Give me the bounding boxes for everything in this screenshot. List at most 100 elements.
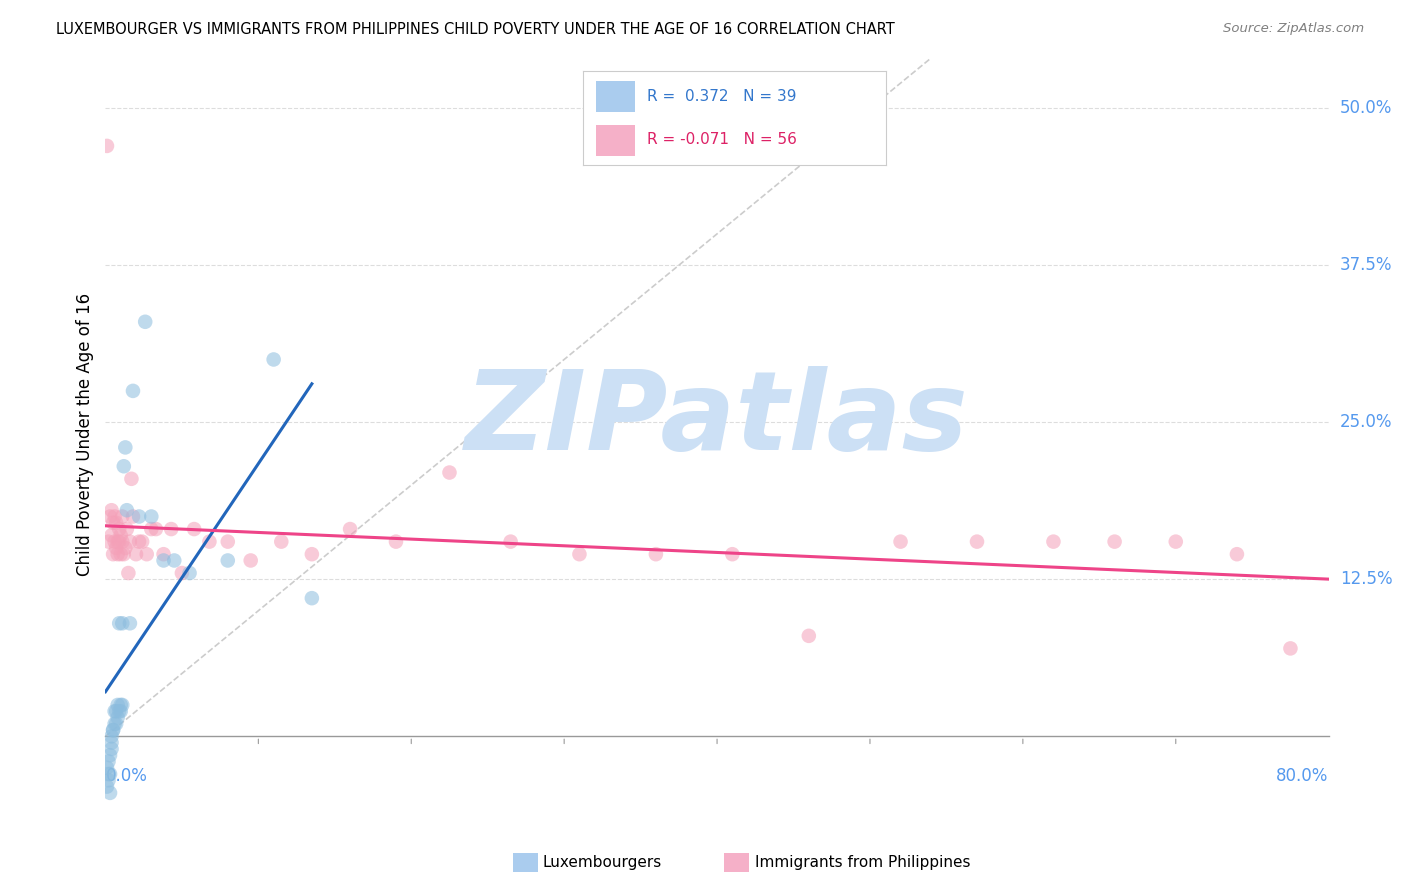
- Point: [134, 315, 156, 329]
- Point: [108, 616, 131, 631]
- Point: [170, 566, 193, 580]
- Point: [141, 522, 163, 536]
- Point: [183, 522, 205, 536]
- Point: [105, 541, 128, 555]
- Text: Source: ZipAtlas.com: Source: ZipAtlas.com: [1223, 22, 1364, 36]
- Point: [966, 534, 988, 549]
- Point: [115, 522, 138, 536]
- FancyBboxPatch shape: [596, 125, 636, 156]
- Point: [112, 459, 135, 474]
- Point: [98, 748, 121, 763]
- Text: ZIPatlas: ZIPatlas: [465, 367, 969, 474]
- Point: [101, 516, 124, 530]
- Point: [105, 716, 128, 731]
- Point: [107, 547, 129, 561]
- Point: [107, 710, 129, 724]
- Text: Immigrants from Philippines: Immigrants from Philippines: [755, 855, 970, 870]
- Point: [217, 534, 239, 549]
- Point: [128, 534, 150, 549]
- Text: 50.0%: 50.0%: [1340, 99, 1392, 117]
- Point: [100, 736, 122, 750]
- Point: [270, 534, 292, 549]
- Point: [889, 534, 911, 549]
- Point: [97, 755, 120, 769]
- Point: [385, 534, 408, 549]
- Point: [112, 547, 135, 561]
- Point: [110, 704, 132, 718]
- Point: [339, 522, 361, 536]
- Point: [96, 139, 118, 153]
- Point: [97, 534, 120, 549]
- Text: R =  0.372   N = 39: R = 0.372 N = 39: [647, 89, 796, 104]
- Point: [217, 553, 239, 567]
- Point: [105, 704, 128, 718]
- Point: [1104, 534, 1126, 549]
- Point: [98, 786, 121, 800]
- Point: [198, 534, 221, 549]
- Point: [1226, 547, 1249, 561]
- Point: [439, 466, 461, 480]
- Point: [145, 522, 167, 536]
- Point: [118, 616, 141, 631]
- Point: [104, 716, 127, 731]
- Point: [721, 547, 744, 561]
- Point: [104, 534, 127, 549]
- Point: [105, 516, 128, 530]
- Point: [644, 547, 666, 561]
- Point: [163, 553, 186, 567]
- Text: 0.0%: 0.0%: [105, 767, 148, 785]
- Point: [111, 509, 134, 524]
- Point: [120, 472, 142, 486]
- Point: [239, 553, 262, 567]
- Point: [179, 566, 201, 580]
- Point: [141, 509, 163, 524]
- Text: 37.5%: 37.5%: [1340, 256, 1392, 274]
- Point: [135, 547, 157, 561]
- Point: [97, 767, 120, 781]
- Point: [111, 698, 134, 712]
- Point: [111, 616, 134, 631]
- Point: [110, 698, 132, 712]
- Point: [263, 352, 285, 367]
- Text: 12.5%: 12.5%: [1340, 570, 1392, 589]
- Point: [110, 547, 132, 561]
- Point: [111, 534, 134, 549]
- Point: [118, 534, 141, 549]
- Text: Luxembourgers: Luxembourgers: [543, 855, 662, 870]
- FancyBboxPatch shape: [596, 81, 636, 112]
- Point: [117, 566, 139, 580]
- Point: [114, 541, 136, 555]
- Point: [1164, 534, 1187, 549]
- Point: [152, 547, 174, 561]
- Point: [107, 534, 129, 549]
- Point: [152, 553, 174, 567]
- Point: [122, 509, 145, 524]
- Point: [568, 547, 591, 561]
- Point: [160, 522, 183, 536]
- Point: [98, 509, 121, 524]
- Text: R = -0.071   N = 56: R = -0.071 N = 56: [647, 132, 797, 147]
- Point: [114, 441, 136, 455]
- Point: [115, 503, 138, 517]
- Point: [499, 534, 522, 549]
- Point: [797, 629, 820, 643]
- Point: [100, 730, 122, 744]
- Point: [122, 384, 145, 398]
- Point: [100, 503, 122, 517]
- Point: [107, 698, 129, 712]
- Text: LUXEMBOURGER VS IMMIGRANTS FROM PHILIPPINES CHILD POVERTY UNDER THE AGE OF 16 CO: LUXEMBOURGER VS IMMIGRANTS FROM PHILIPPI…: [56, 22, 896, 37]
- Point: [110, 528, 132, 542]
- Point: [100, 742, 122, 756]
- Point: [104, 509, 127, 524]
- Text: 25.0%: 25.0%: [1340, 413, 1392, 432]
- Point: [1042, 534, 1064, 549]
- Point: [101, 547, 124, 561]
- Point: [96, 780, 118, 794]
- Point: [108, 522, 131, 536]
- Point: [131, 534, 153, 549]
- Point: [125, 547, 148, 561]
- Point: [1279, 641, 1302, 656]
- Point: [301, 591, 323, 606]
- Point: [101, 723, 124, 737]
- Point: [98, 767, 121, 781]
